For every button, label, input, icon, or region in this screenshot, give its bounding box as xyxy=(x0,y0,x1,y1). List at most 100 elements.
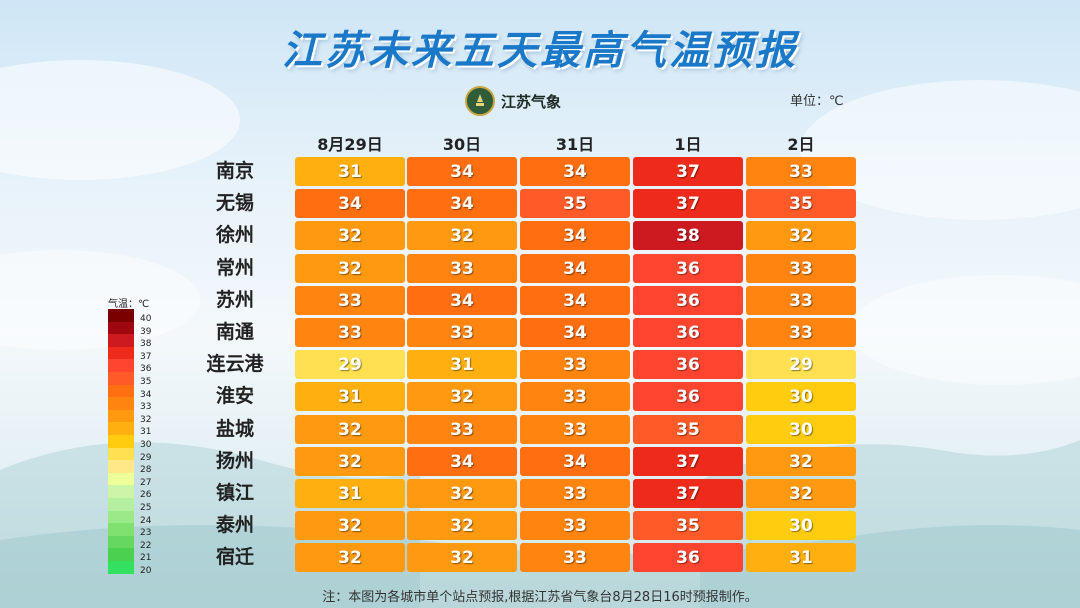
temperature-cell: 38 xyxy=(633,221,743,250)
legend-swatch xyxy=(108,359,134,372)
temperature-cell: 34 xyxy=(407,189,517,218)
city-label: 镇江 xyxy=(215,482,254,504)
legend-swatch xyxy=(108,435,134,448)
column-header: 31日 xyxy=(555,135,595,154)
temperature-cell: 32 xyxy=(295,543,405,572)
temperature-cell: 32 xyxy=(407,221,517,250)
legend-swatch xyxy=(108,397,134,410)
column-header: 2日 xyxy=(787,135,815,154)
legend-value: 38 xyxy=(140,339,152,349)
temperature-cell: 31 xyxy=(295,157,405,186)
legend-swatch xyxy=(108,561,134,574)
temperature-cell: 33 xyxy=(520,415,630,444)
legend-swatch xyxy=(108,511,134,524)
temperature-cell: 33 xyxy=(295,318,405,347)
temperature-cell: 33 xyxy=(520,479,630,508)
legend-value: 22 xyxy=(140,541,152,551)
legend-value: 32 xyxy=(140,415,152,425)
temperature-cell: 36 xyxy=(633,543,743,572)
legend-value: 29 xyxy=(140,453,152,463)
temperature-cell: 36 xyxy=(633,318,743,347)
city-label: 泰州 xyxy=(215,514,254,536)
temperature-cell: 33 xyxy=(520,543,630,572)
temperature-cell: 30 xyxy=(746,415,856,444)
temperature-cell: 32 xyxy=(295,221,405,250)
legend-swatch xyxy=(108,473,134,486)
legend-value: 33 xyxy=(140,402,152,412)
logo-text: 江苏气象 xyxy=(501,92,562,111)
temperature-cell: 33 xyxy=(520,350,630,379)
temperature-cell: 36 xyxy=(633,286,743,315)
legend-value: 21 xyxy=(140,553,152,563)
temperature-cell: 33 xyxy=(520,382,630,411)
legend-value: 23 xyxy=(140,528,152,538)
legend-value: 24 xyxy=(140,516,152,526)
temperature-cell: 37 xyxy=(633,479,743,508)
temperature-cell: 32 xyxy=(295,511,405,540)
city-label: 南京 xyxy=(215,160,254,182)
temperature-cell: 34 xyxy=(520,157,630,186)
column-header: 1日 xyxy=(674,135,702,154)
temperature-cell: 33 xyxy=(407,415,517,444)
legend-swatch xyxy=(108,347,134,360)
temperature-cell: 29 xyxy=(295,350,405,379)
city-label: 徐州 xyxy=(215,224,254,246)
temperature-cell: 34 xyxy=(520,318,630,347)
temperature-cell: 35 xyxy=(520,189,630,218)
temperature-cell: 37 xyxy=(633,447,743,476)
temperature-cell: 34 xyxy=(520,447,630,476)
legend-swatch xyxy=(108,334,134,347)
temperature-cell: 32 xyxy=(407,511,517,540)
temperature-cell: 32 xyxy=(295,254,405,283)
temperature-cell: 36 xyxy=(633,254,743,283)
legend-swatch xyxy=(108,448,134,461)
temperature-cell: 34 xyxy=(295,189,405,218)
temperature-cell: 32 xyxy=(746,221,856,250)
logo: 江苏气象 xyxy=(465,86,561,116)
temperature-cell: 37 xyxy=(633,157,743,186)
temperature-cell: 31 xyxy=(295,479,405,508)
legend-swatch xyxy=(108,385,134,398)
city-label: 盐城 xyxy=(215,418,254,440)
legend-swatch xyxy=(108,422,134,435)
legend-value: 35 xyxy=(140,377,152,387)
legend-value: 25 xyxy=(140,503,152,513)
temperature-cell: 33 xyxy=(746,157,856,186)
legend-swatch xyxy=(108,548,134,561)
temperature-cell: 33 xyxy=(520,511,630,540)
column-header: 30日 xyxy=(442,135,482,154)
temperature-cell: 33 xyxy=(746,318,856,347)
legend-swatch xyxy=(108,372,134,385)
temperature-cell: 30 xyxy=(746,511,856,540)
unit-label: 单位：℃ xyxy=(790,94,844,109)
temperature-cell: 34 xyxy=(520,286,630,315)
page-title: 江苏未来五天最高气温预报 xyxy=(282,28,798,74)
city-label: 淮安 xyxy=(215,385,254,407)
legend-swatch xyxy=(108,485,134,498)
temperature-cell: 37 xyxy=(633,189,743,218)
legend-title: 气温：℃ xyxy=(108,299,150,310)
temperature-cell: 33 xyxy=(407,318,517,347)
legend-value: 27 xyxy=(140,478,152,488)
temperature-cell: 34 xyxy=(407,286,517,315)
temperature-cell: 30 xyxy=(746,382,856,411)
legend-value: 39 xyxy=(140,327,152,337)
temperature-cell: 32 xyxy=(295,415,405,444)
temperature-cell: 32 xyxy=(746,479,856,508)
legend-value: 30 xyxy=(140,440,152,450)
legend-value: 31 xyxy=(140,427,152,437)
legend-value: 37 xyxy=(140,352,152,362)
temperature-cell: 31 xyxy=(746,543,856,572)
temperature-cell: 33 xyxy=(746,254,856,283)
temperature-cell: 31 xyxy=(407,350,517,379)
temperature-cell: 29 xyxy=(746,350,856,379)
column-header: 8月29日 xyxy=(317,135,383,154)
temperature-cell: 33 xyxy=(746,286,856,315)
temperature-cell: 32 xyxy=(295,447,405,476)
temperature-cell: 36 xyxy=(633,382,743,411)
temperature-cell: 32 xyxy=(407,479,517,508)
legend-swatch xyxy=(108,460,134,473)
city-label: 苏州 xyxy=(215,289,254,311)
temperature-cell: 34 xyxy=(407,447,517,476)
legend-value: 26 xyxy=(140,490,152,500)
